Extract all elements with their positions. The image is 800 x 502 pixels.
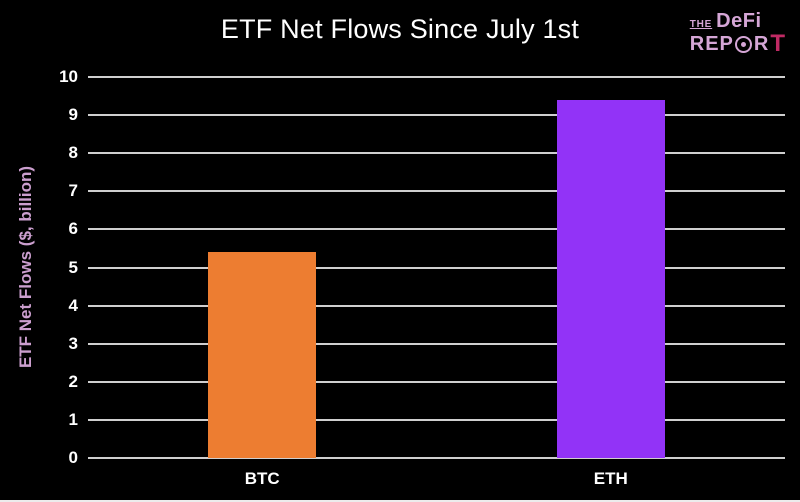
gridline-4 (88, 304, 785, 307)
x-tick-label-btc: BTC (244, 469, 280, 488)
y-tick-label-6: 6 (68, 219, 78, 239)
plot-area: 0 1 2 3 4 5 6 7 8 9 10 BTC ETH (59, 67, 785, 488)
logo-word-the: THE (689, 19, 713, 30)
gridline-3 (88, 342, 785, 345)
y-tick-label-1: 1 (68, 409, 78, 429)
y-tick-label-2: 2 (68, 371, 78, 391)
y-tick-label-5: 5 (68, 257, 78, 277)
y-tick-label-0: 0 (68, 448, 78, 467)
bar-btc (208, 252, 317, 458)
y-tick-label-8: 8 (68, 143, 78, 163)
logo-word-t: T (770, 30, 786, 57)
target-o-icon (735, 35, 753, 53)
y-axis-title: ETF Net Flows ($, billion) (16, 165, 35, 369)
defi-report-logo: THE DeFi REP R T (690, 11, 786, 56)
gridline-10 (88, 76, 785, 78)
gridline-5 (88, 266, 785, 269)
y-tick-label-7: 7 (68, 181, 78, 201)
gridline-8 (88, 152, 785, 155)
logo-word-rep: REP (689, 33, 734, 55)
logo-word-r: R (753, 33, 770, 55)
chart-title: ETF Net Flows Since July 1st (220, 14, 580, 44)
y-tick-label-3: 3 (68, 333, 78, 353)
x-tick-label-eth: ETH (593, 469, 628, 488)
gridline-7 (88, 190, 785, 193)
bar-eth (556, 99, 665, 458)
gridline-0 (88, 457, 785, 459)
gridline-6 (88, 228, 785, 231)
logo-word-defi: DeFi (716, 10, 762, 32)
y-tick-label-4: 4 (68, 295, 78, 315)
gridline-9 (88, 114, 785, 117)
y-tick-label-9: 9 (68, 105, 78, 125)
bottom-divider (0, 500, 800, 502)
gridline-2 (88, 380, 785, 383)
target-dot-icon (741, 41, 747, 47)
logo-line-2: REP R T (690, 32, 786, 56)
logo-line-1: THE DeFi (690, 11, 786, 31)
y-tick-label-10: 10 (59, 67, 78, 86)
gridline-1 (88, 418, 785, 421)
